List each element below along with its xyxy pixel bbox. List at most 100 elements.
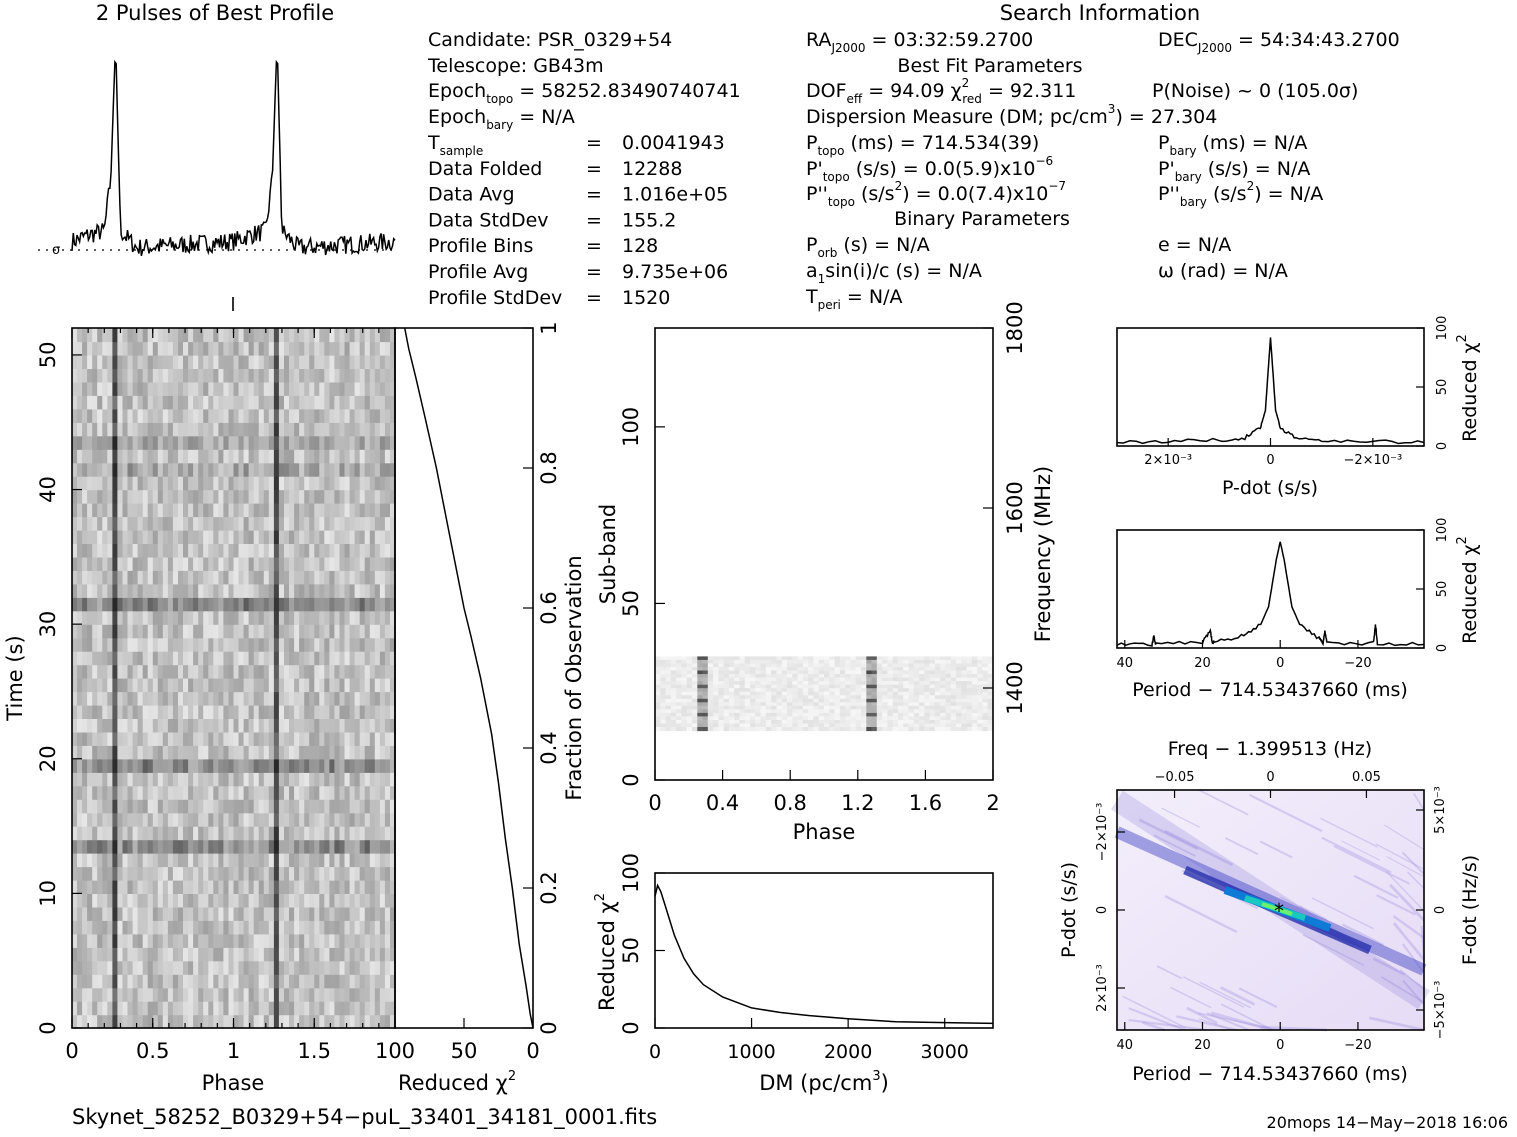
time-phase-cell [365, 772, 371, 786]
time-phase-cell [72, 463, 78, 477]
time-phase-cell [289, 920, 295, 934]
subband-cell [903, 713, 909, 717]
time-phase-cell [329, 382, 335, 396]
time-phase-cell [138, 826, 144, 840]
time-phase-cell [314, 920, 320, 934]
time-phase-cell [107, 799, 113, 813]
time-phase-cell [178, 840, 184, 854]
subband-cell [729, 685, 735, 689]
subband-cell [930, 667, 936, 671]
time-phase-cell [82, 907, 88, 921]
time-phase-cell [148, 880, 154, 894]
time-phase-cell [355, 786, 361, 800]
time-phase-xtick-label: 1.5 [298, 1039, 331, 1063]
time-phase-cell [304, 611, 310, 625]
subband-cell [840, 667, 846, 671]
time-phase-cell [289, 368, 295, 382]
time-phase-cell [158, 840, 164, 854]
time-phase-cell [375, 1001, 381, 1015]
time-phase-cell [385, 826, 391, 840]
time-phase-cell [229, 718, 235, 732]
time-phase-cell [299, 907, 305, 921]
subband-cell [777, 724, 783, 728]
subband-cell [734, 678, 740, 682]
time-phase-cell [294, 853, 300, 867]
time-phase-cell [223, 517, 229, 531]
time-phase-cell [102, 624, 108, 638]
time-phase-cell [350, 934, 356, 948]
time-phase-cell [370, 786, 376, 800]
info-pdot-bary: P'bary (s/s) = N/A [1158, 158, 1310, 184]
time-phase-cell [82, 1015, 88, 1029]
time-phase-cell [299, 947, 305, 961]
time-phase-ytick-label: 30 [36, 611, 60, 638]
time-phase-cell [112, 382, 118, 396]
subband-cell [740, 681, 746, 685]
subband-cell [893, 688, 899, 692]
subband-cell [961, 699, 967, 703]
time-phase-cell [365, 718, 371, 732]
subband-cell [845, 692, 851, 696]
subband-cell [660, 709, 666, 713]
time-phase-cell [173, 422, 179, 436]
time-phase-cell [365, 665, 371, 679]
time-phase-cell [350, 786, 356, 800]
subband-cell [961, 664, 967, 668]
time-phase-cell [229, 880, 235, 894]
subband-cell [829, 685, 835, 689]
time-phase-cell [244, 463, 250, 477]
subband-cell [771, 681, 777, 685]
time-phase-cell [309, 638, 315, 652]
subband-cell [671, 695, 677, 699]
time-phase-cell [264, 638, 270, 652]
subband-cell [777, 678, 783, 682]
time-phase-cell [319, 786, 325, 800]
time-phase-cell [82, 799, 88, 813]
time-phase-cell [138, 328, 144, 342]
subband-cell [713, 706, 719, 710]
time-phase-cell [314, 961, 320, 975]
time-phase-cell [183, 893, 189, 907]
time-phase-cell [360, 530, 366, 544]
subband-cell [951, 685, 957, 689]
time-phase-cell [188, 517, 194, 531]
cumulative-ytick-label: 0.2 [537, 871, 561, 904]
subband-cell [718, 706, 724, 710]
time-phase-cell [92, 651, 98, 665]
time-phase-cell [198, 893, 204, 907]
time-phase-cell [203, 409, 209, 423]
time-phase-cell [229, 449, 235, 463]
subband-cell [666, 674, 672, 678]
info-row-value: 1.016e+05 [622, 184, 728, 206]
time-phase-cell [239, 570, 245, 584]
subband-cell [924, 664, 930, 668]
time-phase-cell [289, 1001, 295, 1015]
time-phase-cell [188, 732, 194, 746]
time-phase-cell [304, 409, 310, 423]
time-phase-cell [183, 543, 189, 557]
time-phase-cell [380, 974, 386, 988]
time-phase-cell [370, 678, 376, 692]
subband-cell [887, 688, 893, 692]
time-phase-cell [350, 409, 356, 423]
subband-cell [676, 674, 682, 678]
time-phase-cell [163, 597, 169, 611]
subband-cell [724, 681, 730, 685]
subband-cell [697, 692, 703, 696]
time-phase-cell [309, 530, 315, 544]
time-phase-cell [163, 786, 169, 800]
time-phase-cell [72, 409, 78, 423]
time-phase-cell [117, 557, 123, 571]
time-phase-cell [304, 1015, 310, 1029]
time-phase-cell [193, 947, 199, 961]
time-phase-cell [97, 611, 103, 625]
time-phase-cell [284, 813, 290, 827]
time-phase-cell [360, 961, 366, 975]
subband-cell [877, 692, 883, 696]
time-phase-cell [213, 759, 219, 773]
time-phase-cell [259, 651, 265, 665]
time-phase-cell [72, 342, 78, 356]
time-phase-cell [264, 584, 270, 598]
time-phase-cell [350, 867, 356, 881]
